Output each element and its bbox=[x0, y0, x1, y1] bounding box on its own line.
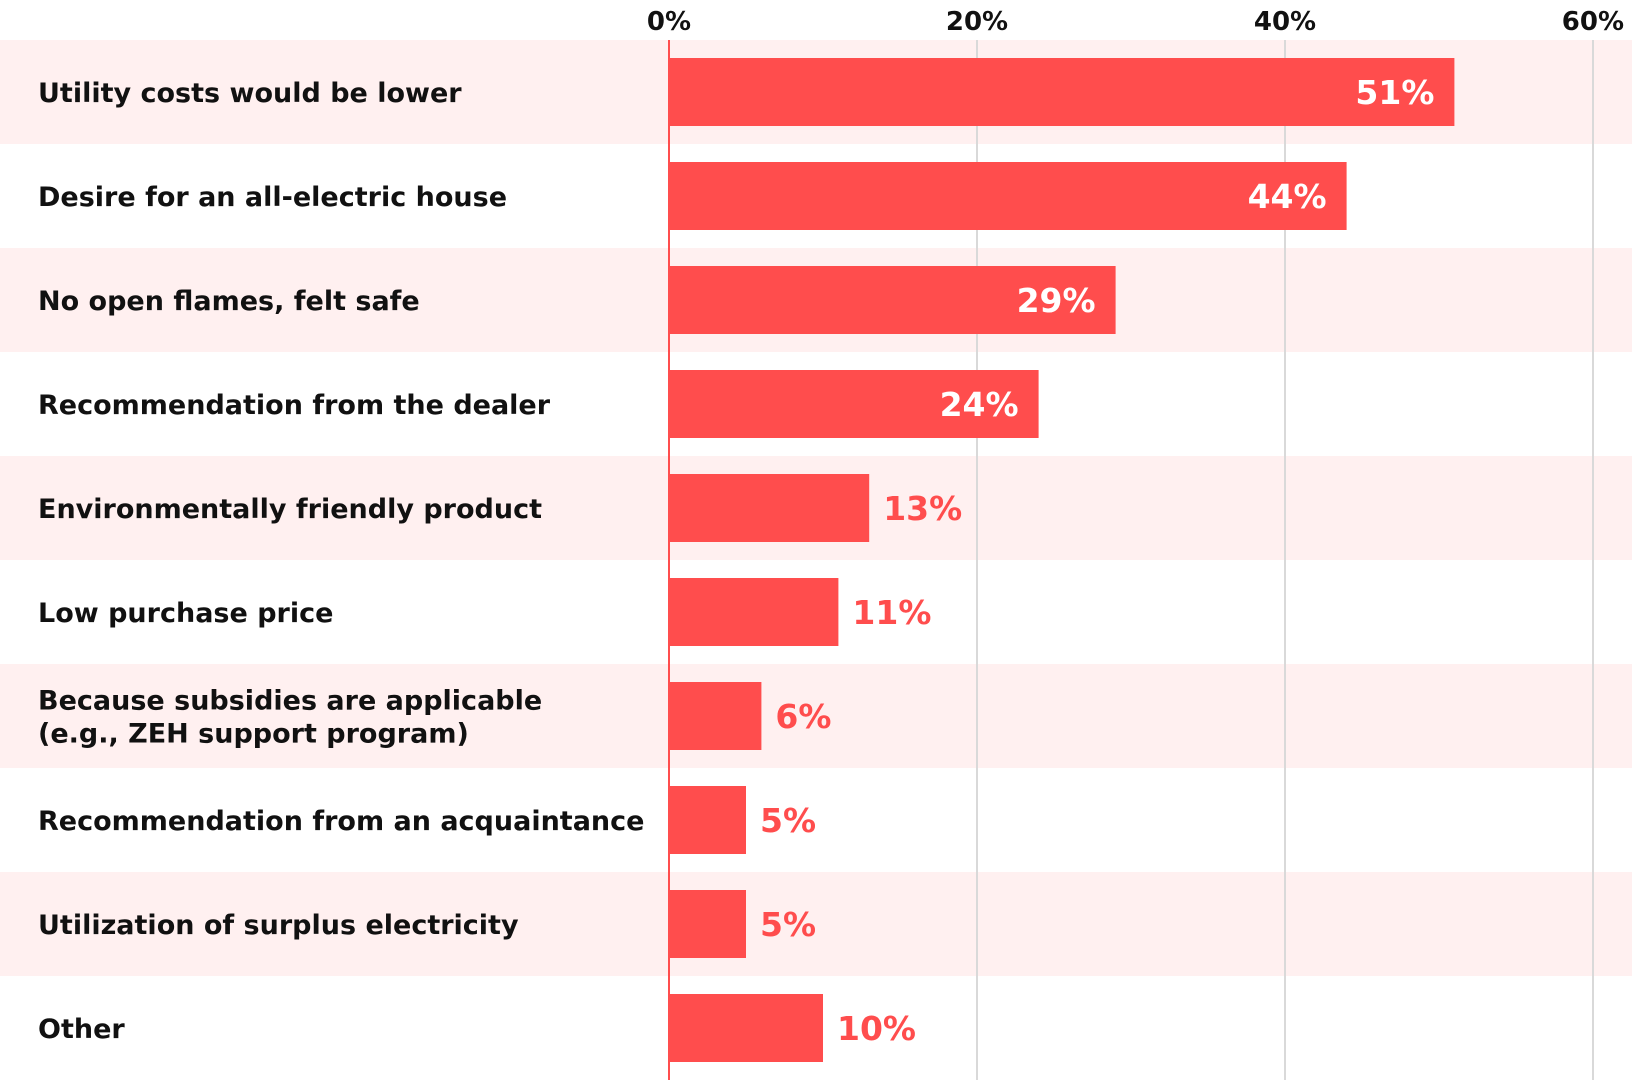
bars bbox=[669, 58, 1455, 1062]
bar bbox=[669, 890, 746, 958]
category-label: (e.g., ZEH support program) bbox=[38, 719, 469, 750]
category-label: Recommendation from an acquaintance bbox=[38, 806, 644, 837]
value-label: 13% bbox=[883, 489, 962, 528]
x-tick-label: 20% bbox=[946, 7, 1008, 37]
x-tick-label: 0% bbox=[647, 7, 691, 37]
bar bbox=[669, 474, 870, 542]
category-label: No open flames, felt safe bbox=[38, 286, 420, 317]
row-band bbox=[0, 872, 1632, 976]
value-labels: 51% 44% 29% 24% 13% 11% 6% 5% 5% 10% bbox=[760, 73, 1434, 1048]
bar bbox=[669, 58, 1455, 126]
value-label: 51% bbox=[1355, 73, 1434, 112]
value-label: 29% bbox=[1017, 281, 1096, 320]
bar bbox=[669, 786, 746, 854]
x-axis-ticks: 0% 20% 40% 60% bbox=[647, 7, 1624, 37]
value-label: 24% bbox=[940, 385, 1019, 424]
row-band bbox=[0, 664, 1632, 768]
category-label: Other bbox=[38, 1014, 125, 1045]
value-label: 44% bbox=[1248, 177, 1327, 216]
value-label: 5% bbox=[760, 905, 816, 944]
bar bbox=[669, 578, 839, 646]
x-tick-label: 40% bbox=[1254, 7, 1316, 37]
bar bbox=[669, 370, 1039, 438]
x-tick-label: 60% bbox=[1562, 7, 1624, 37]
category-label: Utilization of surplus electricity bbox=[38, 910, 519, 941]
category-label: Low purchase price bbox=[38, 598, 333, 629]
category-label: Utility costs would be lower bbox=[38, 78, 462, 109]
category-label: Recommendation from the dealer bbox=[38, 390, 551, 421]
value-label: 6% bbox=[775, 697, 831, 736]
value-label: 11% bbox=[852, 593, 931, 632]
category-label: Desire for an all-electric house bbox=[38, 182, 507, 213]
category-label: Because subsidies are applicable bbox=[38, 686, 542, 717]
value-label: 5% bbox=[760, 801, 816, 840]
category-label: Environmentally friendly product bbox=[38, 494, 542, 525]
value-label: 10% bbox=[837, 1009, 916, 1048]
bar bbox=[669, 266, 1116, 334]
bar bbox=[669, 682, 762, 750]
bar bbox=[669, 162, 1347, 230]
category-labels: Utility costs would be lower Desire for a… bbox=[38, 78, 644, 1045]
bar bbox=[669, 994, 823, 1062]
